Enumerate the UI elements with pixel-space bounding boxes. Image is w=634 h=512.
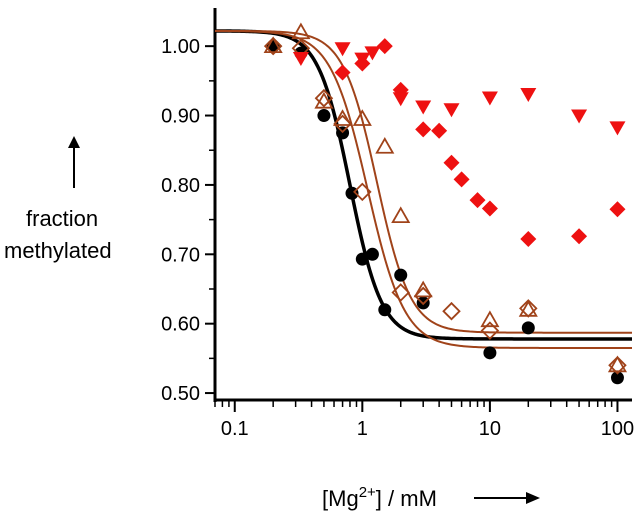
data-point-diamond-filled bbox=[431, 122, 448, 139]
data-point-diamond-open bbox=[442, 301, 461, 321]
data-point-triangle-up bbox=[263, 36, 283, 54]
data-point-triangle-up bbox=[314, 91, 334, 109]
y-tick-label: 0.60 bbox=[161, 314, 200, 336]
data-point-triangle-down bbox=[571, 109, 588, 124]
data-point-triangle-down bbox=[443, 103, 460, 118]
data-point-triangle-up bbox=[333, 109, 353, 126]
y-tick-label: 1.00 bbox=[161, 36, 200, 58]
data-point-diamond-open bbox=[608, 356, 627, 375]
data-point-diamond-open bbox=[391, 283, 411, 302]
data-point-circle bbox=[317, 109, 331, 123]
data-point-diamond-filled bbox=[415, 121, 432, 138]
data-point-triangle-up bbox=[391, 206, 411, 224]
y-tick-label: 0.90 bbox=[161, 106, 200, 128]
fit-curve bbox=[214, 29, 632, 349]
arrow-right-icon-head bbox=[526, 492, 540, 504]
fit-curve bbox=[215, 29, 632, 341]
data-point-triangle-down bbox=[354, 52, 371, 67]
y-tick-label: 0.70 bbox=[161, 244, 200, 266]
data-point-circle bbox=[355, 252, 369, 266]
data-point-diamond-filled bbox=[481, 200, 498, 217]
data-point-circle bbox=[610, 371, 624, 385]
y-axis-label-line1: fraction bbox=[26, 206, 99, 231]
data-point-circle bbox=[521, 321, 535, 335]
data-point-diamond-open bbox=[333, 114, 352, 134]
data-point-triangle-up bbox=[607, 355, 628, 373]
x-axis-label: [Mg2+] / mM bbox=[322, 484, 437, 511]
x-tick-label: 0.1 bbox=[221, 418, 249, 440]
data-point-diamond-open bbox=[519, 299, 538, 318]
data-point-circle bbox=[483, 346, 497, 360]
data-point-triangle-up bbox=[413, 280, 433, 298]
y-axis-label-line2: methylated bbox=[4, 238, 112, 263]
x-tick-label: 10 bbox=[479, 418, 501, 440]
arrow-up-icon bbox=[66, 136, 82, 195]
fit-curve bbox=[215, 29, 632, 334]
data-point-diamond-open bbox=[480, 321, 500, 340]
data-point-circle bbox=[378, 303, 392, 317]
data-point-diamond-filled bbox=[609, 201, 626, 218]
data-point-triangle-down bbox=[392, 92, 409, 107]
data-point-diamond-filled bbox=[453, 171, 470, 188]
y-tick-label: 0.50 bbox=[161, 383, 200, 405]
data-point-triangle-up bbox=[352, 109, 372, 126]
data-point-diamond-filled bbox=[571, 228, 588, 245]
data-point-diamond-open bbox=[353, 182, 372, 202]
data-point-diamond-open bbox=[263, 36, 283, 56]
data-point-triangle-down bbox=[292, 51, 309, 66]
data-point-diamond-filled bbox=[469, 192, 486, 209]
data-point-triangle-down bbox=[520, 88, 537, 103]
data-point-circle bbox=[365, 247, 379, 261]
data-point-triangle-down bbox=[609, 121, 626, 136]
data-point-triangle-down bbox=[481, 91, 498, 106]
data-point-circle bbox=[394, 268, 408, 282]
data-point-triangle-up bbox=[480, 310, 500, 328]
x-tick-label: 1 bbox=[357, 418, 368, 440]
data-point-diamond-filled bbox=[520, 231, 537, 248]
data-point-diamond-filled bbox=[376, 38, 393, 55]
data-point-diamond-open bbox=[413, 286, 433, 306]
data-point-diamond-filled bbox=[334, 64, 351, 81]
data-point-diamond-open bbox=[314, 88, 334, 108]
data-point-triangle-down bbox=[334, 42, 351, 57]
data-point-triangle-down bbox=[415, 100, 432, 115]
x-tick-label: 100 bbox=[601, 418, 634, 440]
data-point-triangle-up bbox=[291, 22, 311, 40]
data-point-triangle-down bbox=[364, 46, 381, 61]
data-point-triangle-up bbox=[518, 299, 538, 317]
data-point-triangle-up bbox=[375, 136, 395, 154]
y-tick-label: 0.80 bbox=[161, 175, 200, 197]
data-point-diamond-filled bbox=[443, 154, 460, 171]
